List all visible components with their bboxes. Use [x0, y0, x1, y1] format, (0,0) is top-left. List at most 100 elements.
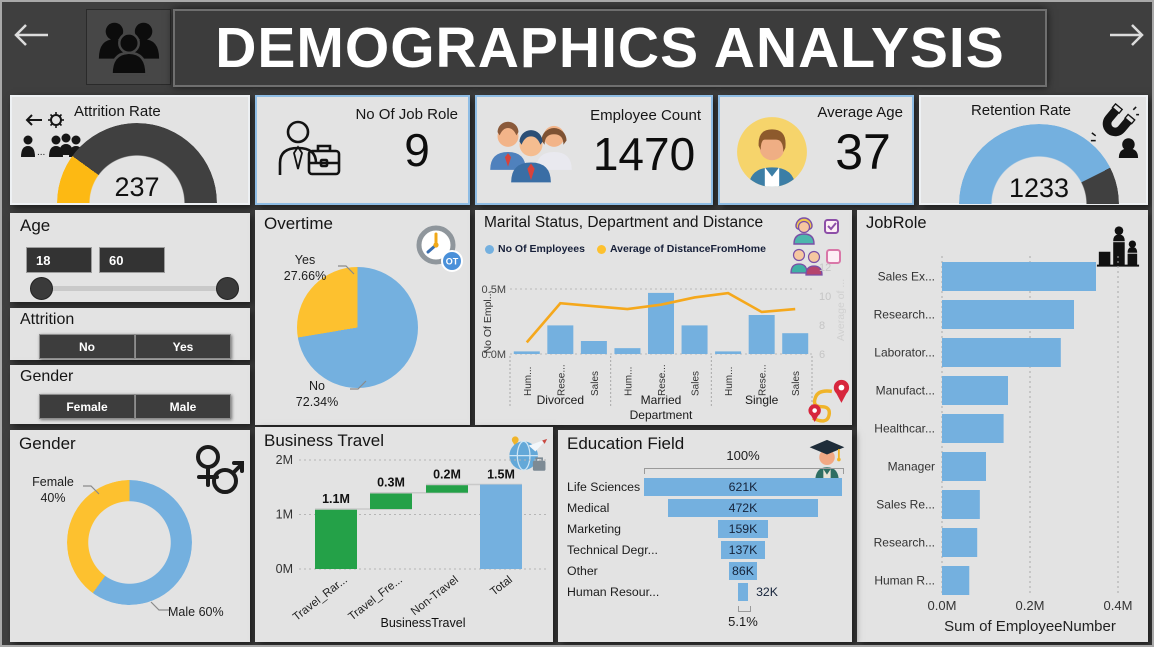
svg-text:Healthcar...: Healthcar... — [874, 422, 935, 436]
funnel-bar[interactable]: 472K — [667, 499, 819, 517]
funnel-row-label: Medical — [567, 501, 610, 515]
gender-male-button[interactable]: Male — [135, 394, 231, 419]
age-slider-track[interactable] — [40, 286, 234, 291]
waterfall-bar[interactable] — [426, 484, 468, 493]
svg-text:Rese...: Rese... — [556, 364, 567, 396]
funnel-bottom-percent: 5.1% — [728, 614, 758, 629]
marital-bar[interactable] — [580, 341, 607, 354]
overtime-pie[interactable] — [297, 267, 418, 388]
distance-line[interactable] — [525, 291, 796, 344]
jobrole-bar[interactable] — [942, 528, 978, 557]
marital-bar[interactable] — [748, 315, 775, 354]
age-from-input[interactable]: 18 — [26, 247, 92, 273]
age-slider-handle-max[interactable] — [216, 277, 239, 300]
chart-card-overtime: Overtime OT Yes 27.66% No 72.34% — [255, 210, 470, 425]
chart-card-business-travel: Business Travel 2M 1M 0M 1.1M Travel_Rar... 0… — [255, 427, 553, 642]
svg-text:0.0M: 0.0M — [482, 349, 506, 361]
back-arrow-icon[interactable] — [8, 16, 52, 54]
attrition-no-button[interactable]: No — [39, 334, 135, 359]
funnel-row-label: Human Resour... — [567, 585, 660, 599]
marital-bar[interactable] — [715, 351, 742, 354]
marital-bar[interactable] — [782, 333, 809, 354]
waterfall-bar[interactable] — [315, 509, 357, 569]
marital-bar[interactable] — [513, 351, 540, 354]
attrition-gauge[interactable]: 237 — [57, 123, 217, 203]
funnel-bar[interactable]: 621K — [644, 478, 842, 496]
gender-donut[interactable] — [67, 480, 192, 605]
svg-text:Hum...: Hum... — [623, 367, 634, 396]
chart-card-jobrole: JobRole 0.0M 0.2M 0.4M Sales Ex... Research.… — [857, 210, 1148, 642]
distance-route-icon — [808, 379, 850, 423]
age-to-input[interactable]: 60 — [99, 247, 165, 273]
attrition-yes-button[interactable]: Yes — [135, 334, 231, 359]
svg-text:Human R...: Human R... — [874, 574, 935, 588]
jobrole-bar-plot[interactable]: 0.0M 0.2M 0.4M Sales Ex... Research... Labora… — [857, 210, 1148, 642]
funnel-bar[interactable]: 159K — [717, 520, 769, 538]
funnel-row-label: Life Sciences — [567, 480, 641, 494]
funnel-value: 137K — [728, 543, 758, 557]
jobrole-bar[interactable] — [942, 414, 1004, 443]
svg-text:Rese...: Rese... — [657, 364, 668, 396]
svg-text:Manager: Manager — [888, 460, 935, 474]
marital-bar[interactable] — [614, 348, 641, 354]
filter-card-age: Age 18 60 — [10, 213, 250, 302]
svg-text:1.1M: 1.1M — [322, 492, 350, 506]
attrition-gauge-value: 237 — [114, 172, 160, 202]
jobrole-bar[interactable] — [942, 566, 970, 595]
waterfall-plot[interactable]: 2M1M0M1.1MTravel_Rar...0.3MTravel_Fre...… — [255, 427, 553, 642]
people-group-color-icon — [490, 121, 572, 183]
svg-text:Sales: Sales — [791, 371, 802, 396]
attrition-filter-title: Attrition — [20, 311, 75, 328]
funnel-value: 86K — [732, 564, 754, 578]
jobrole-bar[interactable] — [942, 376, 1008, 405]
education-title: Education Field — [567, 434, 685, 453]
jobrole-bar[interactable] — [942, 490, 980, 519]
kpi-card-retention-rate: Retention Rate 1233 — [919, 95, 1148, 205]
waterfall-bar[interactable] — [370, 492, 412, 510]
svg-text:6: 6 — [819, 349, 825, 361]
svg-text:0.2M: 0.2M — [433, 468, 461, 482]
business-travel-title: Business Travel — [264, 431, 384, 450]
funnel-bar[interactable]: 86K — [729, 562, 757, 580]
people-group-icon — [98, 22, 159, 76]
svg-text:0M: 0M — [276, 562, 293, 576]
magnet-person-icon — [1090, 103, 1140, 158]
funnel-bar[interactable]: 137K — [721, 541, 765, 559]
svg-text:Average of ...: Average of ... — [835, 279, 847, 341]
svg-text:BusinessTravel: BusinessTravel — [381, 616, 466, 630]
gender-symbols-icon — [196, 445, 244, 494]
forward-arrow-icon[interactable] — [1106, 16, 1150, 54]
funnel-bar[interactable] — [737, 583, 749, 601]
funnel-row-label: Marketing — [567, 522, 621, 536]
jobrole-bar[interactable] — [942, 338, 1061, 367]
funnel-value: 32K — [756, 585, 778, 599]
gender-female-button[interactable]: Female — [39, 394, 135, 419]
svg-text:8: 8 — [819, 320, 825, 332]
chart-card-education: Education Field 100% Life Sciences 621K Me… — [558, 430, 852, 642]
marital-legend: No Of Employees Average of DistanceFromH… — [485, 243, 766, 255]
marital-bar[interactable] — [547, 325, 574, 354]
svg-text:Divorced: Divorced — [537, 393, 584, 407]
jobrole-bar[interactable] — [942, 262, 1096, 291]
jobrole-title: JobRole — [866, 214, 927, 232]
retention-gauge[interactable]: 1233 — [959, 124, 1119, 204]
job-roles-value: 9 — [404, 124, 430, 176]
jobrole-bar[interactable] — [942, 300, 1074, 329]
legend-item-distance[interactable]: Average of DistanceFromHome — [596, 243, 766, 255]
funnel-value: 621K — [728, 480, 758, 494]
clock-ot-icon: OT — [416, 225, 463, 272]
waterfall-bar[interactable] — [480, 484, 522, 569]
marital-bar[interactable] — [681, 325, 708, 354]
jobrole-bar[interactable] — [942, 452, 986, 481]
employee-count-value: 1470 — [592, 128, 696, 180]
age-slider-handle-min[interactable] — [30, 277, 53, 300]
svg-text:Sales: Sales — [590, 371, 601, 396]
funnel-value: 472K — [728, 501, 758, 515]
marital-combo-plot[interactable]: 0.5M 0.0M 12 10 8 6 No Of Empl... Average of ..… — [475, 210, 852, 425]
svg-text:OT: OT — [446, 257, 459, 267]
leader-line — [83, 485, 100, 495]
svg-text:Department: Department — [630, 408, 693, 422]
kpi-card-average-age: Average Age 37 — [718, 95, 914, 205]
donut-male-label: Male 60% — [168, 605, 224, 619]
legend-item-employees[interactable]: No Of Employees — [485, 243, 585, 255]
